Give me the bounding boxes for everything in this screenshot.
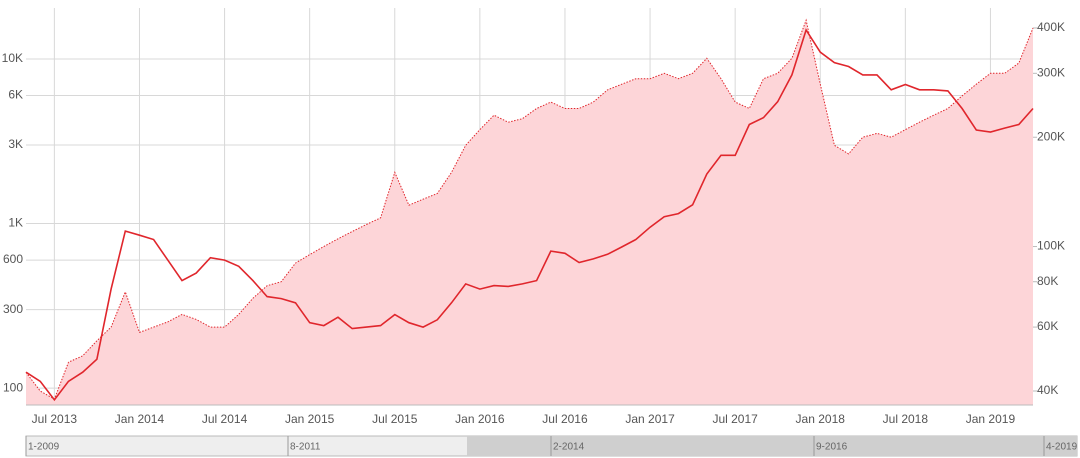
y2-tick-label: 100K: [1037, 239, 1065, 253]
navigator-selection[interactable]: [467, 436, 1077, 456]
x-tick-label: Jan 2014: [115, 412, 165, 426]
navigator-label: 9-2016: [816, 442, 848, 453]
series-line: [25, 28, 1034, 402]
x-tick-label: Jul 2013: [32, 412, 78, 426]
x-tick-label: Jul 2015: [372, 412, 418, 426]
y-tick-label: 100: [3, 380, 23, 394]
y2-tick-label: 80K: [1037, 274, 1058, 288]
x-tick-label: Jan 2015: [285, 412, 335, 426]
y-tick-label: 3K: [8, 137, 23, 151]
y2-tick-label: 40K: [1037, 383, 1058, 397]
y-tick-label: 600: [3, 252, 23, 266]
y-tick-label: 10K: [2, 51, 23, 65]
y-tick-label: 6K: [8, 88, 23, 102]
x-tick-label: Jan 2016: [455, 412, 505, 426]
navigator-labels: 1-2009 8-2011 2-2014 9-2016 4-2019: [25, 436, 1078, 456]
x-tick-label: Jan 2019: [966, 412, 1016, 426]
navigator-label: 2-2014: [553, 442, 585, 453]
y2-tick-label: 60K: [1037, 319, 1058, 333]
x-tick-label: Jul 2016: [542, 412, 588, 426]
y-tick-label: 1K: [8, 216, 23, 230]
x-tick-label: Jul 2017: [712, 412, 758, 426]
x-tick-label: Jul 2014: [202, 412, 248, 426]
x-tick-label: Jan 2018: [796, 412, 846, 426]
y2-tick-label: 300K: [1037, 65, 1065, 79]
y-tick-label: 300: [3, 302, 23, 316]
area-fill: [26, 20, 1033, 406]
navigator-label: 8-2011: [290, 442, 321, 453]
y2-tick-label: 200K: [1037, 129, 1065, 143]
y2-tick-label: 400K: [1037, 20, 1065, 34]
navigator-label: 1-2009: [28, 442, 60, 453]
x-tick-label: Jul 2018: [883, 412, 929, 426]
navigator-label: 4-2019: [1046, 442, 1078, 453]
x-tick-label: Jan 2017: [625, 412, 675, 426]
